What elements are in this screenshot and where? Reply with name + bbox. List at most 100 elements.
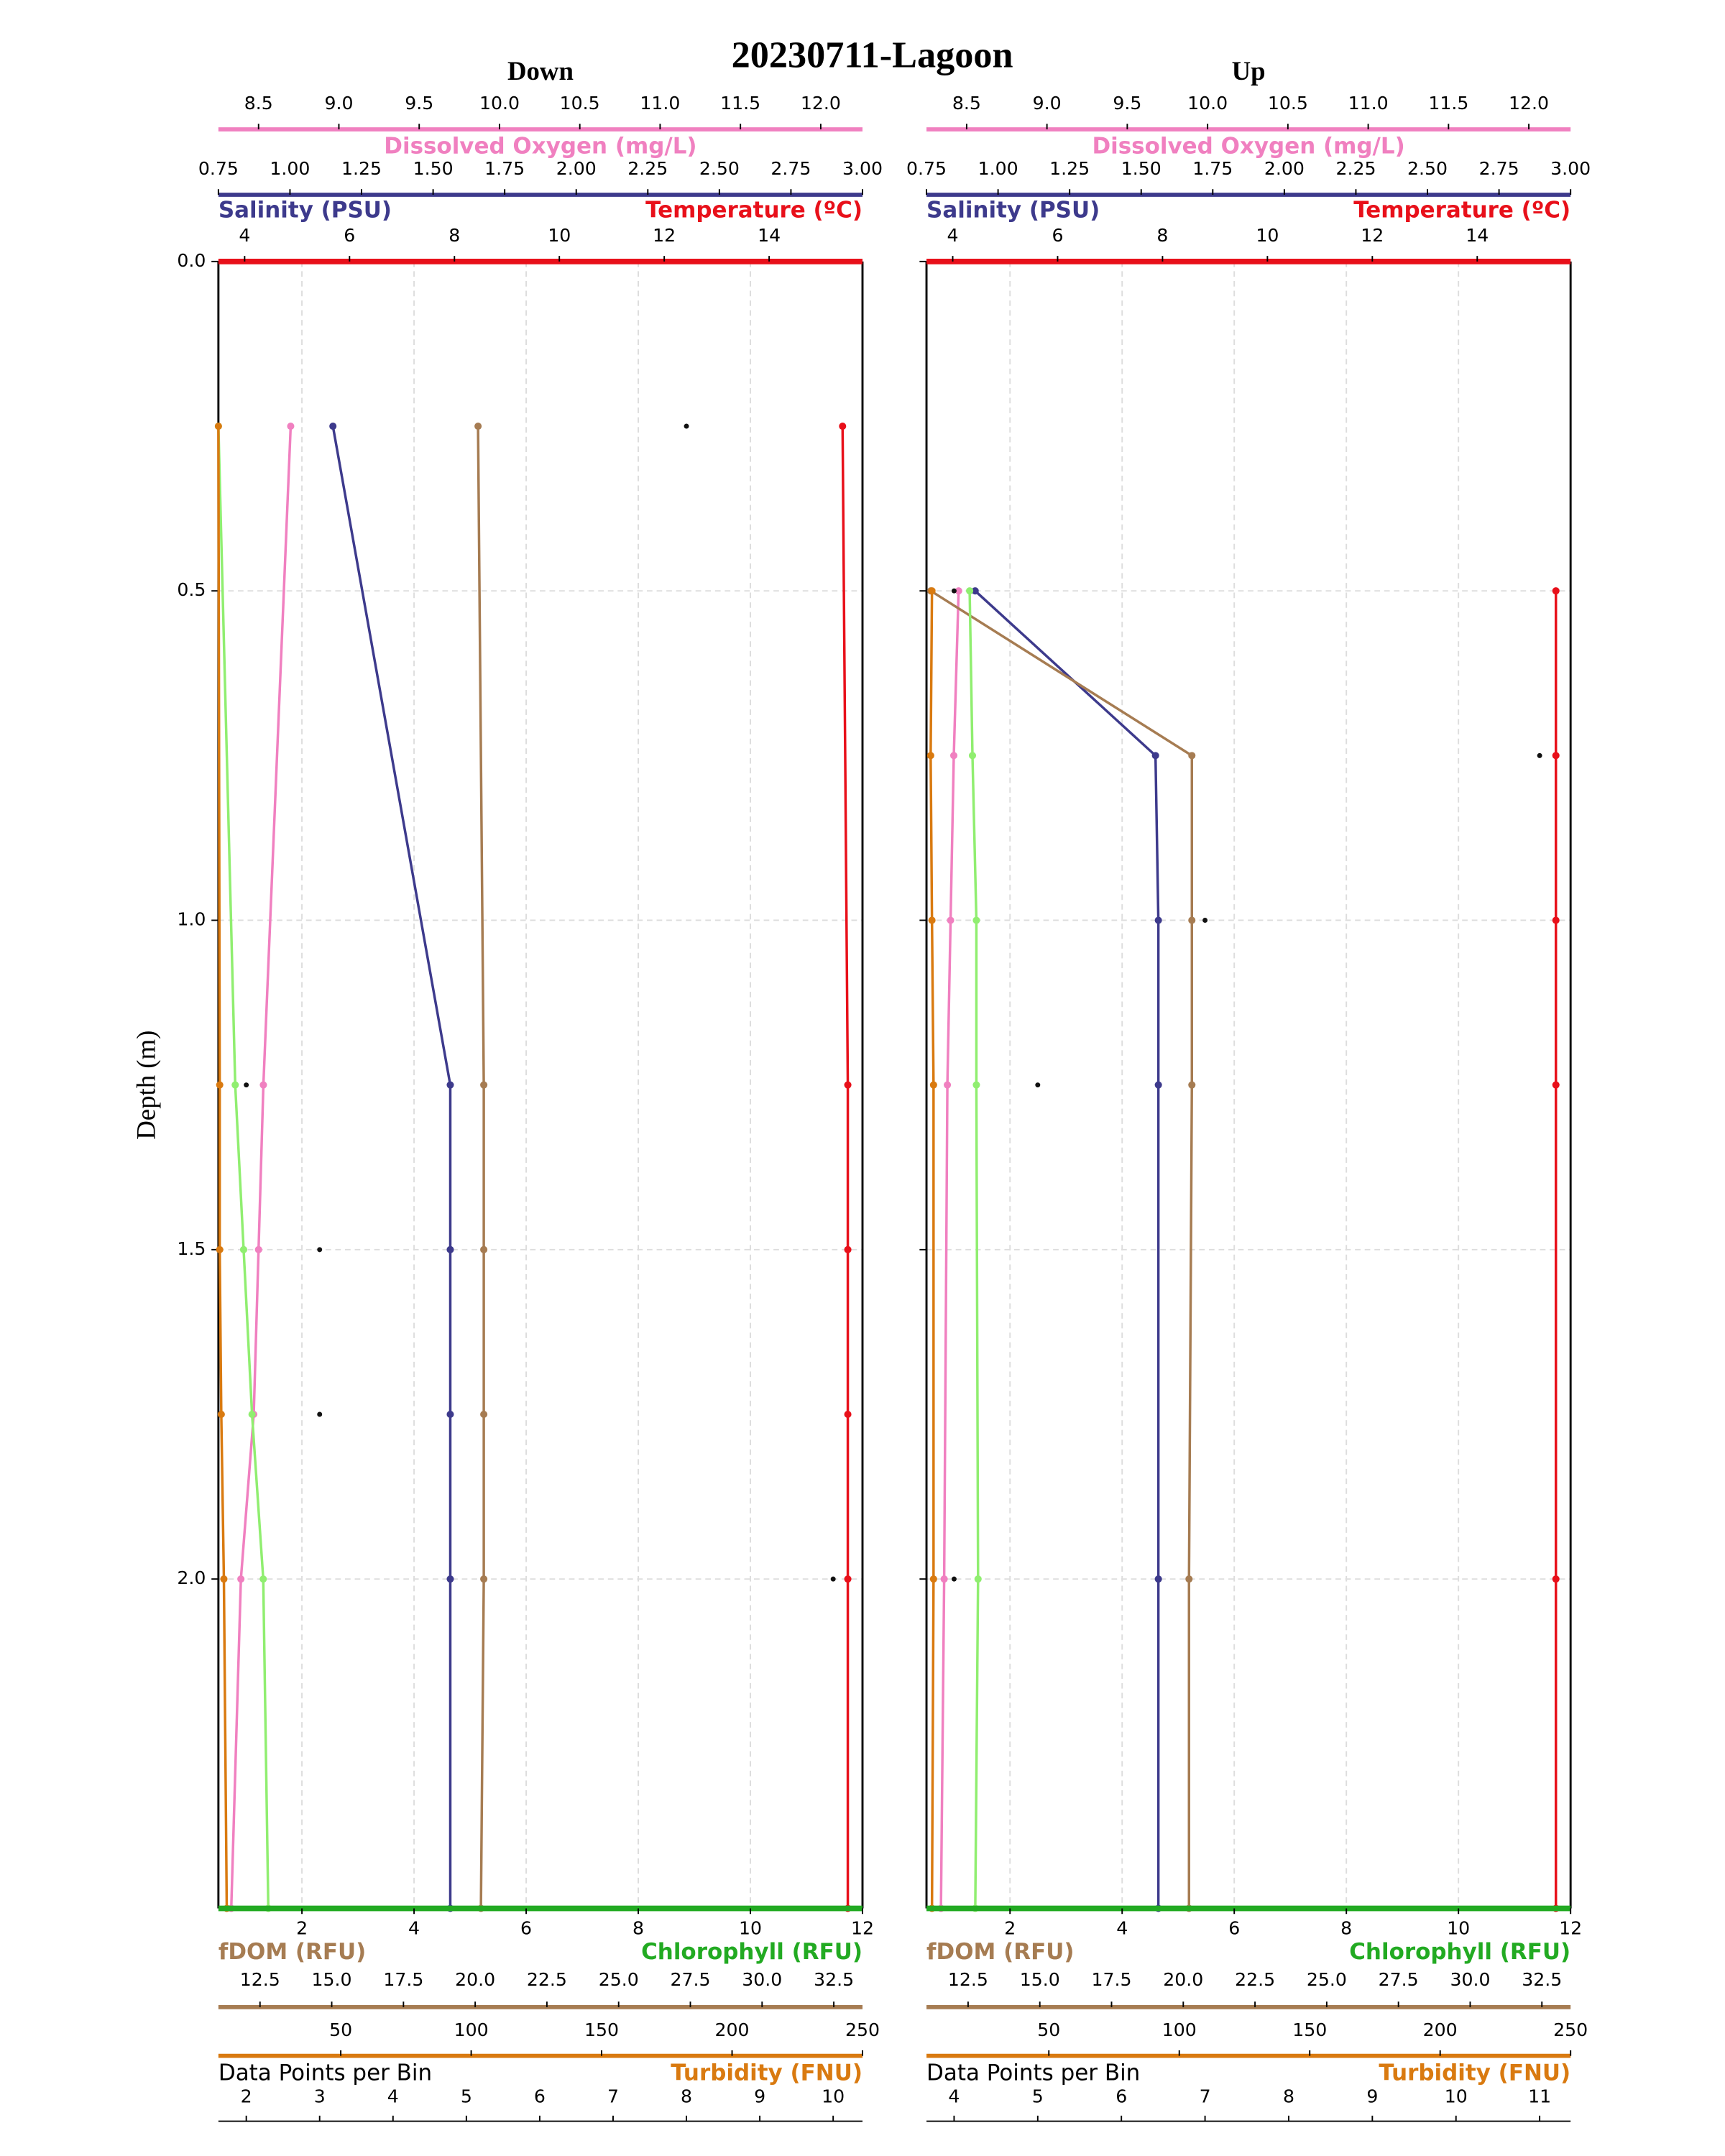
marker [480, 1245, 488, 1253]
x-tick-label: 5 [461, 2086, 472, 2107]
x-tick-label: 3.00 [842, 158, 883, 179]
profile-line [929, 591, 935, 1909]
x-tick-label: 12 [653, 225, 676, 246]
x-tick-label: 1.50 [413, 158, 454, 179]
x-tick-label: 1.25 [341, 158, 382, 179]
x-tick-label: 50 [329, 2019, 352, 2040]
marker [844, 1245, 852, 1253]
marker [446, 1245, 454, 1253]
x-tick-label: 11.5 [1428, 93, 1468, 114]
x-tick-label: 9.0 [1033, 93, 1062, 114]
marker [216, 1245, 224, 1253]
marker [972, 916, 980, 924]
x-tick-label: 8 [1340, 1918, 1352, 1939]
x-tick-label: 30.0 [1450, 1969, 1490, 1990]
axis-label: fDOM (RFU) [926, 1939, 1074, 1965]
x-tick-label: 9.0 [324, 93, 353, 114]
x-tick-label: 10.5 [1268, 93, 1308, 114]
profile-line [974, 589, 1160, 1909]
x-tick-label: 2 [1004, 1918, 1016, 1939]
x-tick-label: 2 [241, 2086, 252, 2107]
axis-label: Temperature (ºC) [1353, 198, 1570, 224]
marker [1151, 752, 1159, 760]
data-dot [1202, 918, 1208, 923]
marker [1552, 587, 1560, 595]
marker [844, 1575, 852, 1583]
data-dot [684, 423, 689, 429]
x-tick-label: 27.5 [670, 1969, 710, 1990]
x-tick-label: 6 [534, 2086, 546, 2107]
x-tick-label: 27.5 [1379, 1969, 1419, 1990]
marker [929, 1575, 937, 1583]
marker [1185, 1575, 1193, 1583]
x-tick-label: 25.0 [599, 1969, 639, 1990]
x-tick-label: 0.75 [198, 158, 239, 179]
marker [220, 1575, 228, 1583]
x-tick-label: 2.25 [1335, 158, 1376, 179]
marker [446, 1081, 454, 1089]
x-tick-label: 15.0 [1020, 1969, 1060, 1990]
marker [216, 1081, 224, 1089]
marker [1188, 752, 1196, 760]
profile-line [230, 425, 293, 1909]
marker [474, 423, 482, 430]
marker [1154, 1081, 1162, 1089]
axis-label: Temperature (ºC) [645, 198, 862, 224]
marker [926, 752, 934, 760]
x-tick-label: 200 [715, 2019, 750, 2040]
marker [239, 1245, 247, 1253]
x-tick-label: 12.0 [1509, 93, 1549, 114]
profile-line [217, 425, 270, 1909]
panel-title: Up [1232, 56, 1266, 86]
marker [1552, 1575, 1560, 1583]
marker [1552, 1081, 1560, 1089]
x-tick-label: 22.5 [1235, 1969, 1275, 1990]
x-tick-label: 7 [1200, 2086, 1211, 2107]
x-tick-label: 12 [1559, 1918, 1582, 1939]
chart-title: 20230711-Lagoon [732, 34, 1013, 75]
x-tick-label: 11 [1528, 2086, 1551, 2107]
x-tick-label: 32.5 [1522, 1969, 1562, 1990]
marker [287, 423, 295, 430]
axis-label: Data Points per Bin [218, 2060, 432, 2086]
x-tick-label: 10.0 [1187, 93, 1228, 114]
x-tick-label: 1.25 [1049, 158, 1090, 179]
marker [844, 1410, 852, 1419]
marker [929, 1081, 937, 1089]
marker [839, 423, 847, 430]
marker [259, 1081, 267, 1089]
marker [1552, 752, 1560, 760]
profile-line [930, 589, 1194, 1909]
x-tick-label: 11.0 [1348, 93, 1389, 114]
x-tick-label: 2.75 [770, 158, 811, 179]
marker [217, 1410, 225, 1419]
x-tick-label: 5 [1032, 2086, 1044, 2107]
profile-line [331, 425, 452, 1909]
y-axis-label: Depth (m) [132, 1031, 161, 1140]
profile-line [939, 591, 960, 1909]
x-tick-label: 17.5 [1091, 1969, 1131, 1990]
x-tick-label: 10 [822, 2086, 845, 2107]
x-tick-label: 6 [1228, 1918, 1240, 1939]
marker [1154, 916, 1162, 924]
x-tick-label: 1.75 [484, 158, 525, 179]
x-tick-label: 10 [739, 1918, 762, 1939]
y-tick-label: 1.5 [177, 1238, 206, 1259]
marker [947, 916, 954, 924]
axis-label: Dissolved Oxygen (mg/L) [1092, 134, 1404, 160]
x-tick-label: 3.00 [1550, 158, 1591, 179]
marker [940, 1575, 948, 1583]
x-tick-label: 12 [851, 1918, 874, 1939]
x-tick-label: 12.5 [948, 1969, 988, 1990]
marker [972, 1081, 980, 1089]
x-tick-label: 4 [408, 1918, 420, 1939]
x-tick-label: 2 [296, 1918, 308, 1939]
x-tick-label: 6 [520, 1918, 532, 1939]
axis-label: Dissolved Oxygen (mg/L) [384, 134, 696, 160]
x-tick-label: 20.0 [1163, 1969, 1203, 1990]
x-tick-label: 6 [1052, 225, 1063, 246]
marker [231, 1081, 239, 1089]
x-tick-label: 100 [1162, 2019, 1197, 2040]
